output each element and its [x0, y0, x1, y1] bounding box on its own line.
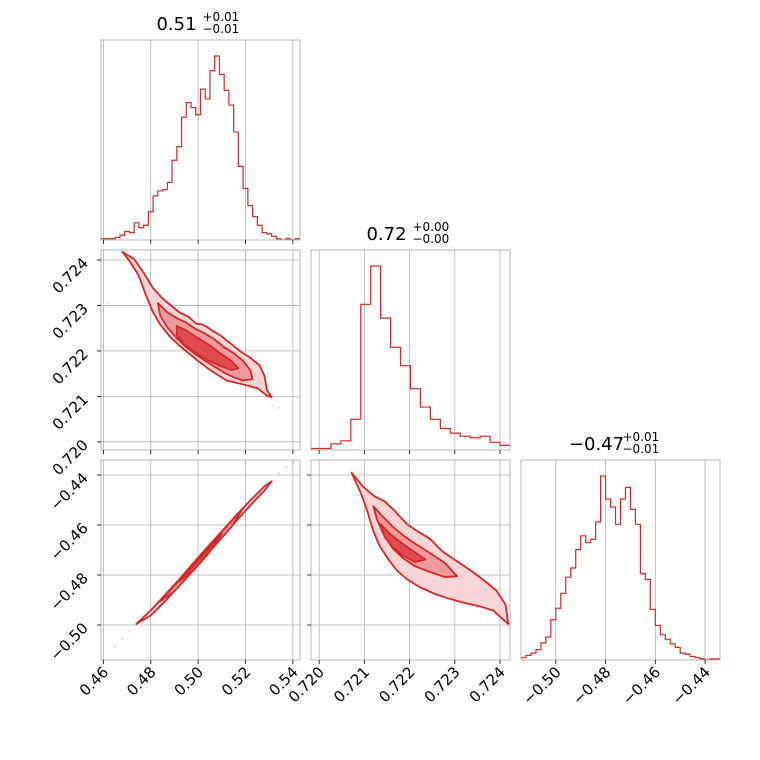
histogram-step-line	[521, 475, 720, 660]
contour-inner	[178, 532, 223, 583]
panel-frame	[100, 39, 301, 241]
contour-inner	[175, 324, 240, 371]
param-title-value: −0.47	[569, 434, 624, 455]
histogram-step-line	[101, 55, 300, 240]
sample-point	[277, 472, 281, 476]
y-tick-label: −0.50	[47, 619, 92, 664]
panel-frame	[100, 249, 301, 451]
sample-point	[506, 624, 510, 628]
x-tick-label: −0.44	[669, 663, 714, 708]
sample-point	[374, 489, 378, 493]
x-tick-label: −0.48	[569, 663, 614, 708]
sample-point	[277, 406, 281, 410]
sample-point	[113, 645, 117, 649]
param-title-plus: +0.01	[623, 430, 660, 444]
x-tick-label: 0.724	[466, 663, 509, 706]
y-tick-label: −0.44	[47, 469, 92, 514]
sample-point	[120, 637, 124, 641]
param-title-value: 0.72	[366, 224, 406, 245]
y-tick-label: 0.724	[49, 254, 92, 297]
histogram-panel-0: 0.51 +0.01−0.01	[100, 10, 301, 244]
param-title-minus: −0.00	[413, 232, 450, 246]
x-tick-label: 0.50	[171, 663, 207, 699]
param-title-plus: +0.01	[203, 10, 240, 24]
x-tick-label: 0.46	[76, 663, 112, 699]
sample-point	[127, 629, 132, 633]
param-title-plus: +0.00	[413, 220, 450, 234]
histogram-step-line	[311, 265, 510, 450]
x-tick-label: −0.50	[519, 663, 564, 708]
panel-frame	[310, 249, 511, 451]
sample-point	[106, 301, 110, 305]
panel-frame	[310, 459, 511, 661]
y-tick-label: −0.48	[47, 569, 92, 614]
sample-point	[291, 460, 295, 464]
contour-outer	[350, 472, 510, 625]
sample-point	[269, 403, 274, 408]
scatter-panel-0-2: 0.46 0.48 0.50 0.52 0.54−0.50−0.48−0.46−0.44	[47, 459, 302, 699]
y-tick-label: 0.723	[49, 300, 92, 343]
scatter-panel-1-2: 0.720 0.721 0.722 0.723 0.724	[285, 459, 511, 706]
panel-frame	[100, 459, 301, 661]
histogram-panel-1: 0.72 +0.00−0.00	[310, 220, 511, 454]
panel-frame	[520, 459, 721, 661]
sample-point	[284, 465, 288, 469]
y-tick-label: −0.46	[47, 519, 92, 564]
x-tick-label: −0.46	[619, 663, 664, 708]
contour-mid	[159, 507, 245, 603]
x-tick-label: 0.723	[421, 663, 464, 706]
x-tick-label: 0.48	[123, 663, 159, 699]
y-tick-label: 0.722	[49, 345, 92, 388]
y-tick-label: 0.720	[49, 436, 92, 479]
param-title-value: 0.51	[156, 14, 196, 35]
param-title-minus: −0.01	[623, 442, 660, 456]
x-tick-label: 0.722	[375, 663, 418, 706]
y-tick-label: 0.721	[49, 390, 92, 433]
contour-inner	[379, 522, 427, 563]
histogram-panel-2: −0.50 −0.48 −0.46 −0.44 −0.47+0.01−0.01	[519, 430, 721, 708]
x-tick-label: 0.721	[330, 663, 373, 706]
x-tick-label: 0.52	[218, 663, 254, 699]
param-title-minus: −0.01	[203, 22, 240, 36]
